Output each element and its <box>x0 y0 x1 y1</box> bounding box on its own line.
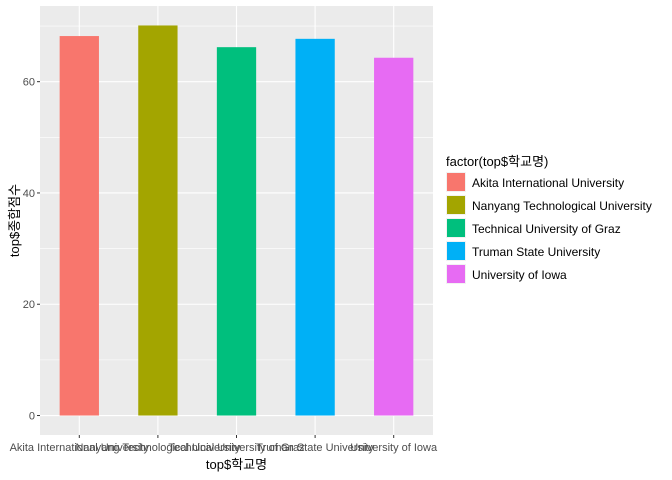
legend: factor(top$학교명) Akita International Univ… <box>446 154 652 284</box>
y-tick-label: 0 <box>29 411 35 423</box>
x-tick-label: Akita International University <box>10 442 150 454</box>
bar <box>138 25 178 416</box>
y-axis-ticks: 0 20 40 60 <box>23 77 40 423</box>
y-axis-title: top$종합점수 <box>7 184 22 257</box>
legend-title: factor(top$학교명) <box>446 154 548 169</box>
legend-swatch <box>447 219 465 237</box>
x-axis-title: top$학교명 <box>206 457 267 472</box>
legend-swatch <box>447 265 465 283</box>
x-tick-label: Truman State University <box>256 442 374 454</box>
x-tick-label: Nanyang Technological University <box>75 442 240 454</box>
y-tick-label: 20 <box>23 299 35 311</box>
legend-swatch <box>447 196 465 214</box>
legend-label: University of Iowa <box>472 268 567 282</box>
legend-swatch <box>447 173 465 191</box>
y-tick-label: 60 <box>23 77 35 89</box>
bars <box>59 25 414 416</box>
bar <box>216 47 257 416</box>
y-tick-label: 40 <box>23 188 35 200</box>
legend-label: Truman State University <box>472 245 600 259</box>
bar <box>374 57 414 416</box>
legend-label: Akita International University <box>472 176 624 190</box>
x-tick-label: Technical University of Graz <box>168 442 304 454</box>
legend-swatch <box>447 242 465 260</box>
bar <box>295 38 335 416</box>
legend-label: Nanyang Technological University <box>472 199 652 213</box>
legend-label: Technical University of Graz <box>472 222 621 236</box>
bar <box>59 36 99 416</box>
legend-items: Akita International University Nanyang Te… <box>446 172 652 284</box>
x-tick-label: University of Iowa <box>350 442 438 454</box>
